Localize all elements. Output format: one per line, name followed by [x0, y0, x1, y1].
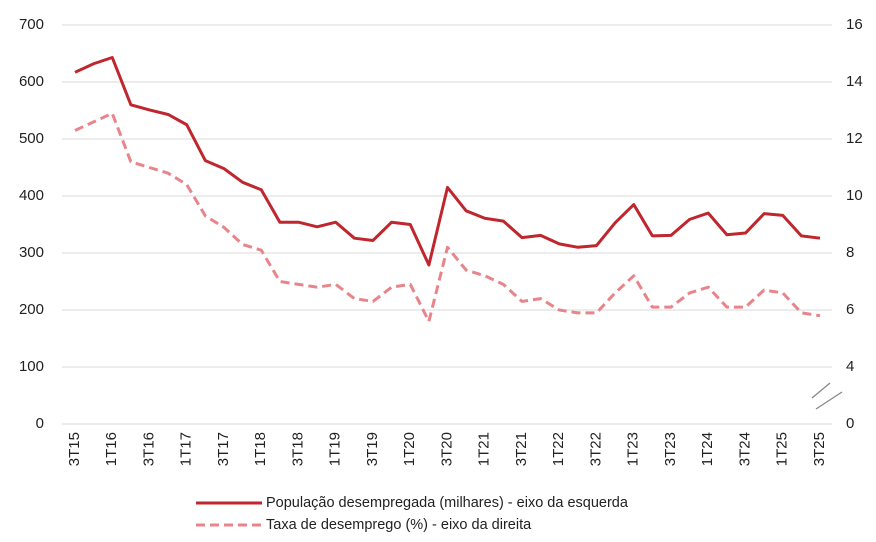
- x-tick-label: 1T21: [476, 432, 493, 466]
- y2-tick-label: 16: [846, 16, 863, 33]
- y2-tick-label: 0: [846, 415, 854, 432]
- y-tick-label: 700: [19, 16, 44, 33]
- axis-break: [811, 382, 831, 399]
- x-tick-label: 1T20: [401, 432, 418, 466]
- y2-tick-label: 12: [846, 130, 863, 147]
- x-tick-label: 3T16: [140, 432, 157, 466]
- x-tick-label: 3T23: [662, 432, 679, 466]
- x-tick-label: 3T22: [587, 432, 604, 466]
- x-tick-label: 3T21: [513, 432, 530, 466]
- y-tick-label: 500: [19, 130, 44, 147]
- x-tick-label: 3T17: [215, 432, 232, 466]
- series-line: [74, 111, 821, 323]
- y2-tick-label: 14: [846, 73, 863, 90]
- y-tick-label: 300: [19, 244, 44, 261]
- x-tick-label: 3T18: [289, 432, 306, 466]
- y2-tick-label: 8: [846, 244, 854, 261]
- x-tick-label: 1T25: [774, 432, 791, 466]
- x-tick-label: 1T16: [103, 432, 120, 466]
- axis-break: [815, 391, 843, 410]
- y-tick-label: 100: [19, 358, 44, 375]
- x-tick-label: 1T17: [178, 432, 195, 466]
- x-tick-label: 3T24: [736, 432, 753, 466]
- x-tick-label: 3T19: [364, 432, 381, 466]
- y-tick-label: 400: [19, 187, 44, 204]
- y2-tick-label: 10: [846, 187, 863, 204]
- x-tick-label: 1T23: [625, 432, 642, 466]
- x-tick-label: 1T19: [327, 432, 344, 466]
- x-tick-label: 1T24: [699, 432, 716, 466]
- y2-tick-label: 4: [846, 358, 854, 375]
- x-tick-label: 1T18: [252, 432, 269, 466]
- series-line: [74, 55, 821, 267]
- y-tick-label: 0: [36, 415, 44, 432]
- x-tick-label: 1T22: [550, 432, 567, 466]
- legend-text: Taxa de desemprego (%) - eixo da direita: [266, 517, 532, 533]
- y-tick-label: 200: [19, 301, 44, 318]
- x-tick-label: 3T25: [811, 432, 828, 466]
- x-tick-label: 3T15: [66, 432, 83, 466]
- y2-tick-label: 6: [846, 301, 854, 318]
- y-tick-label: 600: [19, 73, 44, 90]
- x-tick-label: 3T20: [438, 432, 455, 466]
- legend-text: População desempregada (milhares) - eixo…: [266, 495, 629, 511]
